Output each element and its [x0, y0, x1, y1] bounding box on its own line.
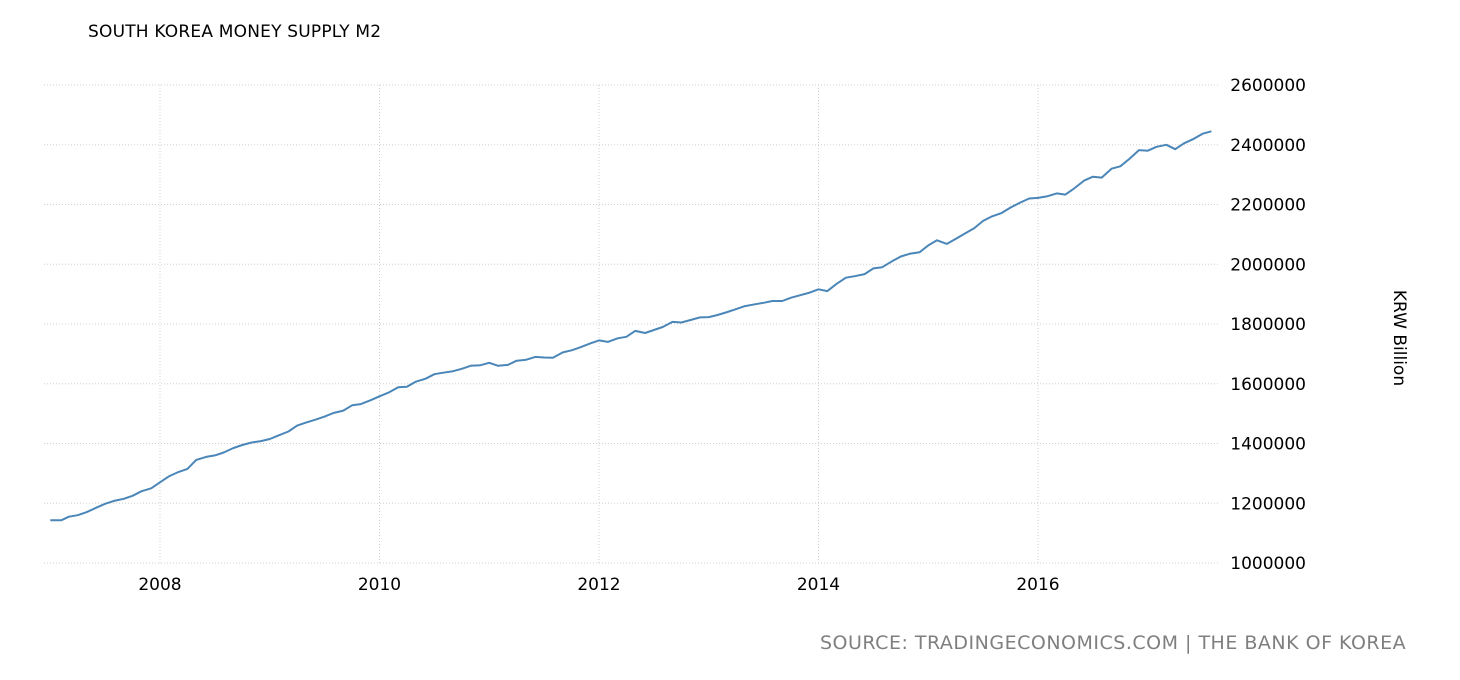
- y-tick-label: 1200000: [1230, 494, 1306, 514]
- y-tick-label: 1800000: [1230, 315, 1306, 335]
- x-tick-label: 2016: [1016, 575, 1059, 595]
- y-tick-label: 1000000: [1230, 554, 1306, 574]
- x-tick-label: 2012: [577, 575, 620, 595]
- series-line: [50, 130, 1212, 522]
- y-tick-label: 2400000: [1230, 136, 1306, 156]
- y-tick-label: 1400000: [1230, 435, 1306, 455]
- grid-lines: [44, 84, 1220, 564]
- x-tick-label: 2010: [358, 575, 401, 595]
- chart-title: SOUTH KOREA MONEY SUPPLY M2: [88, 22, 382, 42]
- y-tick-label: 2600000: [1230, 76, 1306, 96]
- x-tick-label: 2008: [138, 575, 181, 595]
- y-tick-label: 1600000: [1230, 375, 1306, 395]
- y-axis-label: KRW Billion: [1389, 290, 1409, 386]
- y-tick-label: 2200000: [1230, 196, 1306, 216]
- series-layer: [50, 130, 1212, 522]
- x-tick-label: 2014: [797, 575, 840, 595]
- axis-ticks: 1000000 1200000 1400000 1600000 1800000 20000…: [138, 76, 1306, 595]
- source-credit: SOURCE: TRADINGECONOMICS.COM | THE BANK …: [820, 632, 1407, 654]
- y-tick-label: 2000000: [1230, 255, 1306, 275]
